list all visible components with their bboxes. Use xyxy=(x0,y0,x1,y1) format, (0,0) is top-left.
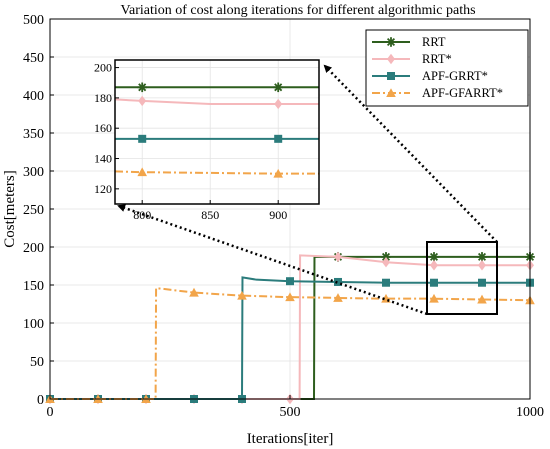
data-point xyxy=(478,278,486,287)
data-point xyxy=(138,95,147,107)
legend-label: APF-GRRT* xyxy=(422,69,488,83)
inset-series-apf-grrt- xyxy=(115,134,319,143)
y-tick-label: 50 xyxy=(30,355,44,370)
data-point xyxy=(274,98,283,110)
x-tick-label: 500 xyxy=(280,405,301,420)
data-point xyxy=(274,134,283,143)
data-point xyxy=(286,277,294,286)
inset-y-tick-label: 160 xyxy=(94,121,112,135)
inset-series-rrt xyxy=(115,82,319,93)
y-tick-label: 500 xyxy=(23,13,44,28)
data-point xyxy=(237,290,247,300)
data-point-stroke xyxy=(477,252,487,261)
inset-y-tick-label: 120 xyxy=(94,182,112,196)
series-line xyxy=(50,276,530,400)
y-tick-label: 100 xyxy=(23,317,44,332)
inset-y-tick-label: 180 xyxy=(94,91,112,105)
legend-entry: APF-GFARRT* xyxy=(372,86,503,100)
y-axis-label: Cost[meters] xyxy=(2,170,18,247)
data-point xyxy=(137,167,147,177)
legend-entry: RRT xyxy=(372,35,446,49)
data-point xyxy=(333,293,343,302)
inset-series-rrt- xyxy=(114,95,319,110)
inset-series-line xyxy=(114,98,319,105)
y-tick-label: 250 xyxy=(23,203,44,218)
x-tick-label: 0 xyxy=(47,405,54,420)
legend-label: RRT xyxy=(422,35,446,49)
legend-label: APF-GFARRT* xyxy=(422,86,503,100)
data-point xyxy=(138,134,147,143)
inset-plot: 120140160180200800850900 xyxy=(94,59,320,222)
zoom-region-box xyxy=(426,241,498,315)
data-point xyxy=(430,260,438,271)
data-point xyxy=(387,72,395,80)
data-point xyxy=(334,251,342,263)
data-point-stroke xyxy=(138,83,147,92)
legend-entry: APF-GRRT* xyxy=(372,69,488,83)
data-point-stroke xyxy=(274,83,283,92)
inset-y-tick-label: 200 xyxy=(94,61,112,75)
inset-series-line xyxy=(114,170,319,175)
y-tick-label: 450 xyxy=(23,51,44,66)
data-point xyxy=(334,277,342,286)
zoom-connector-arrow xyxy=(117,204,428,316)
data-point xyxy=(430,278,438,287)
y-tick-label: 400 xyxy=(23,89,44,104)
y-tick-label: 300 xyxy=(23,165,44,180)
data-point xyxy=(273,168,283,178)
data-point xyxy=(382,278,390,287)
data-point xyxy=(477,294,487,304)
inset-background xyxy=(115,60,319,204)
data-point xyxy=(273,82,283,93)
y-tick-label: 150 xyxy=(23,279,44,294)
series-line xyxy=(50,254,530,400)
y-tick-label: 200 xyxy=(23,241,44,256)
inset-series-apf-gfarrt- xyxy=(114,167,319,178)
data-point xyxy=(478,260,486,271)
inset-frame xyxy=(114,59,320,205)
data-point-stroke xyxy=(429,252,439,261)
data-point xyxy=(285,292,295,302)
data-point-stroke xyxy=(381,252,391,261)
data-point xyxy=(429,293,439,303)
inset-x-tick-label: 850 xyxy=(201,208,219,222)
data-point xyxy=(386,88,396,97)
y-tick-label: 0 xyxy=(37,393,44,408)
chart-legend: RRT RRT* APF-GRRT* APF-GFARRT* xyxy=(365,29,529,107)
series-line xyxy=(50,286,531,400)
data-point xyxy=(137,82,147,93)
legend-label: RRT* xyxy=(422,52,452,66)
x-tick-label: 1000 xyxy=(516,405,544,420)
data-point xyxy=(382,257,390,268)
data-point xyxy=(189,287,199,297)
data-point xyxy=(386,37,396,47)
data-point-stroke xyxy=(386,37,396,47)
inset-x-tick-label: 900 xyxy=(269,208,287,222)
data-point xyxy=(387,53,395,65)
legend-entry: RRT* xyxy=(372,52,452,66)
chart-title: Variation of cost along iterations for d… xyxy=(120,3,475,18)
x-axis-label: Iterations[iter] xyxy=(247,431,334,447)
inset-y-tick-label: 140 xyxy=(94,152,112,166)
zoom-connector-arrow xyxy=(323,64,498,243)
y-tick-label: 350 xyxy=(23,127,44,142)
